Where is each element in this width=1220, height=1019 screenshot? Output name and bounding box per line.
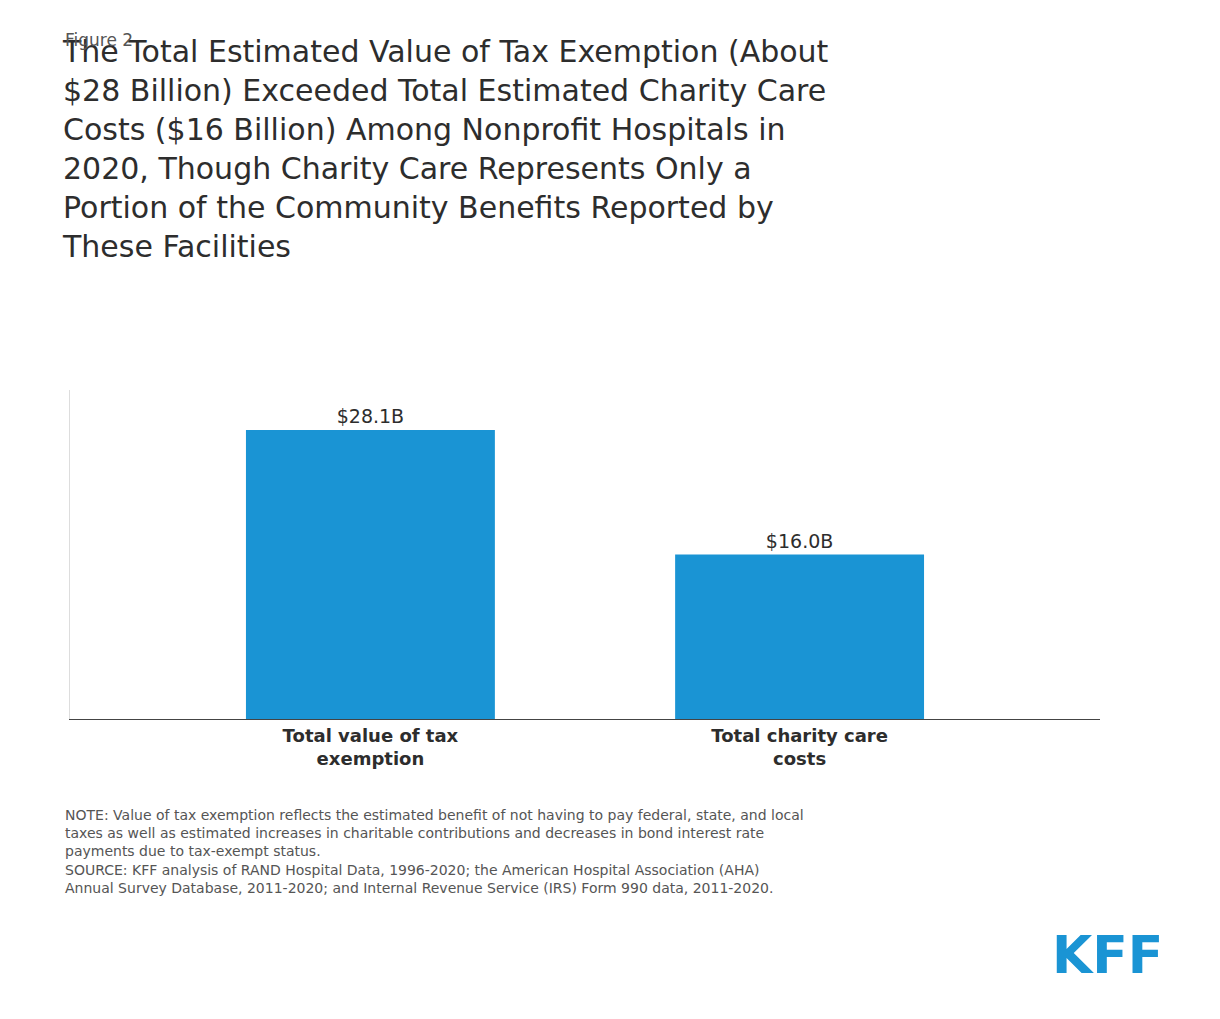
svg-text:Figure 2: Figure 2 xyxy=(65,30,133,50)
svg-text:The Total Estimated Value of T: The Total Estimated Value of Tax Exempti… xyxy=(62,34,829,264)
svg-text:KFF: KFF xyxy=(1052,925,1163,985)
svg-text:Total charity carecosts: Total charity carecosts xyxy=(711,725,888,769)
svg-text:NOTE: Value of tax exemption r: NOTE: Value of tax exemption reflects th… xyxy=(65,807,804,896)
svg-text:$16.0B: $16.0B xyxy=(766,530,833,552)
svg-text:$28.1B: $28.1B xyxy=(337,405,404,427)
svg-text:Total value of taxexemption: Total value of taxexemption xyxy=(283,725,459,769)
